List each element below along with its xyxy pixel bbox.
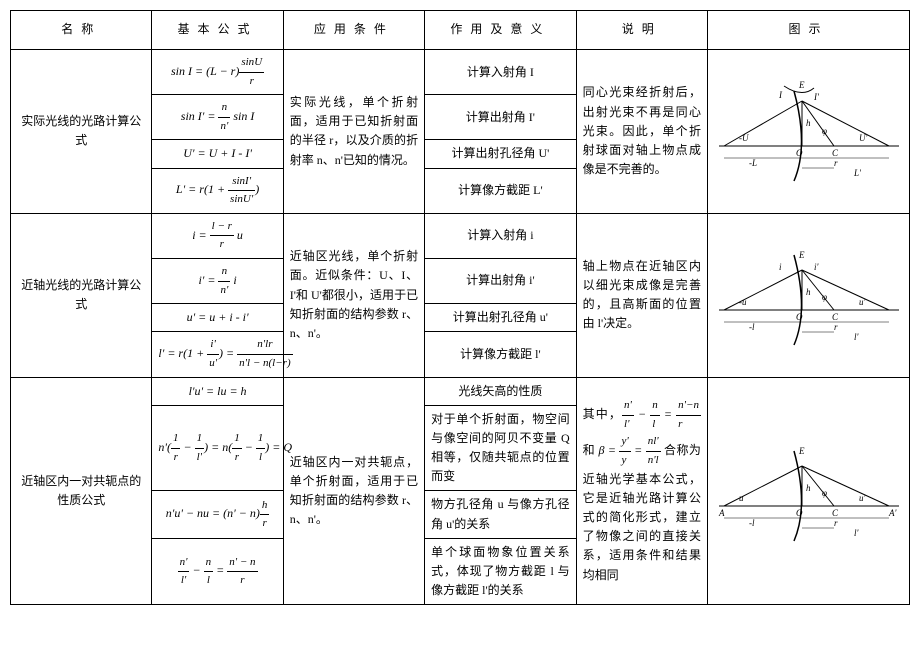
svg-text:O: O [796,148,803,158]
svg-text:h: h [806,287,811,297]
r1-desc: 同心光束经折射后，出射光束不再是同心光束。因此，单个折射球面对轴上物点成像是不完… [576,50,707,214]
svg-text:r: r [834,518,838,528]
r2-f3: u' = u + i - i' [152,304,283,332]
hdr-cond: 应用条件 [283,11,424,50]
table-row: 近轴区内一对共轭点的性质公式 l'u' = lu = h 近轴区内一对共轭点，单… [11,377,910,405]
optics-formula-table: 名称 基本公式 应用条件 作用及意义 说明 图示 实际光线的光路计算公式 sin… [10,10,910,605]
r1-diagram: E I I' h -U U' φ O C -L r L' [707,50,909,214]
svg-text:A': A' [888,508,897,518]
r2-m2: 计算出射角 i' [425,258,577,303]
hdr-formula: 基本公式 [152,11,283,50]
header-row: 名称 基本公式 应用条件 作用及意义 说明 图示 [11,11,910,50]
svg-text:r: r [834,322,838,332]
svg-text:E: E [798,80,805,90]
r3-m4: 单个球面物象位置关系式，体现了物方截距 l 与像方截距 l'的关系 [425,538,577,605]
r1-f3: U' = U + I - I' [152,140,283,168]
r3-f2: n'(1r − 1l') = n(1r − 1l) = Q [152,405,283,491]
r3-m1: 光线矢高的性质 [425,377,577,405]
r2-m1: 计算入射角 i [425,213,577,258]
r2-f4: l' = r(1 + i'u') = n'lrn'l − n(l−r) [152,332,283,377]
r3-cond: 近轴区内一对共轭点，单个折射面，适用于已知折射面的结构参数 r、n、n'。 [283,377,424,605]
r1-f4: L' = r(1 + sinI'sinU') [152,168,283,213]
svg-text:l': l' [854,332,860,342]
svg-text:-l: -l [749,518,755,528]
svg-text:U': U' [859,133,868,143]
r1-f1: sin I = (L − r)sinUr [152,50,283,95]
r1-m1: 计算入射角 I [425,50,577,95]
svg-text:-U: -U [739,133,749,143]
r3-f1: l'u' = lu = h [152,377,283,405]
r2-desc: 轴上物点在近轴区内以细光束成像是完善的，且高斯面的位置由 l'决定。 [576,213,707,377]
r3-m2: 对于单个折射面，物空间与像空间的阿贝不变量 Q 相等，仅随共轭点的位置而变 [425,405,577,491]
r3-m3: 物方孔径角 u 与像方孔径角 u'的关系 [425,491,577,538]
hdr-desc: 说明 [576,11,707,50]
r2-m4: 计算像方截距 l' [425,332,577,377]
r2-m3: 计算出射孔径角 u' [425,304,577,332]
r1-m4: 计算像方截距 L' [425,168,577,213]
r2-diagram: E i i' h -u u' φ O C -l r l' [707,213,909,377]
svg-text:φ: φ [822,488,827,498]
r2-name: 近轴光线的光路计算公式 [11,213,152,377]
r1-name: 实际光线的光路计算公式 [11,50,152,214]
hdr-mean: 作用及意义 [425,11,577,50]
svg-text:r: r [834,158,838,168]
svg-text:h: h [806,483,811,493]
svg-text:C: C [832,148,839,158]
r2-cond: 近轴区光线，单个折射面。近似条件：U、I、I'和 U'都很小，适用于已知折射面的… [283,213,424,377]
svg-text:C: C [832,508,839,518]
hdr-diag: 图示 [707,11,909,50]
svg-text:E: E [798,250,805,260]
svg-text:l': l' [854,528,860,538]
r3-diagram: E h u u' φ O C A A' -l r l' [707,377,909,605]
svg-text:O: O [796,312,803,322]
table-row: 近轴光线的光路计算公式 i = l − rr u 近轴区光线，单个折射面。近似条… [11,213,910,258]
svg-text:E: E [798,446,805,456]
svg-text:A: A [718,508,725,518]
svg-text:O: O [796,508,803,518]
table-row: 实际光线的光路计算公式 sin I = (L − r)sinUr 实际光线，单个… [11,50,910,95]
svg-text:-l: -l [749,322,755,332]
svg-text:I': I' [813,92,820,102]
svg-text:u: u [739,493,744,503]
svg-text:-L: -L [749,158,757,168]
hdr-name: 名称 [11,11,152,50]
svg-text:u': u' [859,493,867,503]
svg-text:C: C [832,312,839,322]
svg-text:-u: -u [739,297,747,307]
svg-text:u': u' [859,297,867,307]
r3-f4: n'l' − nl = n' − nr [152,538,283,605]
r2-f1: i = l − rr u [152,213,283,258]
svg-text:I: I [778,90,783,100]
svg-text:φ: φ [822,126,827,136]
r1-m2: 计算出射角 I' [425,95,577,140]
r3-name: 近轴区内一对共轭点的性质公式 [11,377,152,605]
svg-text:φ: φ [822,292,827,302]
r3-f3: n'u' − nu = (n' − n)hr [152,491,283,538]
r3-desc: 其中，n'l' − nl = n'−nr 和 β = y'y = nl'n'l … [576,377,707,605]
svg-text:h: h [806,118,811,128]
r1-m3: 计算出射孔径角 U' [425,140,577,168]
svg-text:i: i [779,262,782,272]
r1-cond: 实际光线，单个折射面，适用于已知折射面的半径 r，以及介质的折射率 n、n'已知… [283,50,424,214]
svg-text:L': L' [853,168,862,178]
r1-f2: sin I' = nn' sin I [152,95,283,140]
r2-f2: i' = nn' i [152,258,283,303]
svg-text:i': i' [814,262,820,272]
